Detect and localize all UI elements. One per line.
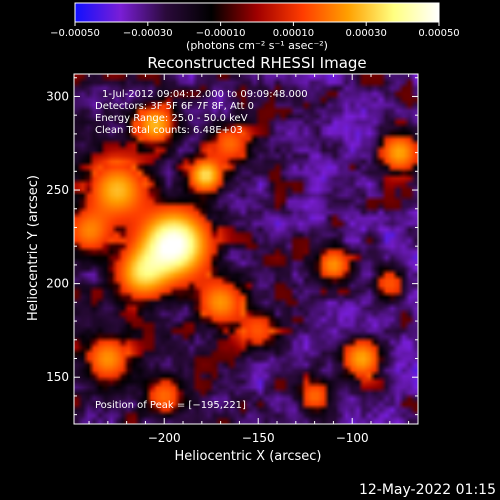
y-axis-label: Heliocentric Y (arcsec): [26, 175, 41, 321]
peak-position-label: Position of Peak = [−195,221]: [95, 400, 246, 411]
colorbar-tick-label: 0.00010: [273, 28, 314, 39]
y-axis: 150 200 250 300: [46, 77, 418, 416]
x-tick-label: −200: [148, 431, 181, 445]
colorbar-tick-label: 0.00050: [418, 28, 459, 39]
colorbar-tick-label: 0.00030: [346, 28, 387, 39]
colorbar-tick-label: −0.00010: [196, 28, 246, 39]
heatmap-image: [74, 74, 418, 424]
info-line: Clean Total counts: 6.48E+03: [95, 125, 243, 136]
chart-title: Reconstructed RHESSI Image: [147, 54, 366, 72]
y-tick-label: 300: [46, 89, 69, 103]
info-line: Detectors: 3F 5F 6F 7F 8F, Att 0: [95, 101, 254, 112]
plot-frame: [73, 73, 419, 425]
colorbar-tick-label: −0.00050: [50, 28, 100, 39]
x-axis-label: Heliocentric X (arcsec): [175, 449, 322, 464]
x-axis: −200 −150 −100: [88, 74, 410, 445]
info-line: 1-Jul-2012 09:04:12.000 to 09:09:48.000: [102, 89, 308, 100]
y-tick-label: 250: [46, 183, 69, 197]
x-tick-label: −100: [336, 431, 369, 445]
colorbar: −0.00050 −0.00030 −0.00010 0.00010 0.00030 0.…: [50, 2, 460, 52]
info-overlay: 1-Jul-2012 09:04:12.000 to 09:09:48.000D…: [95, 89, 308, 136]
info-line: Energy Range: 25.0 - 50.0 keV: [95, 113, 248, 124]
colorbar-unit-label: (photons cm⁻² s⁻¹ asec⁻²): [186, 39, 328, 52]
y-tick-label: 200: [46, 277, 69, 291]
footer-timestamp: 12-May-2022 01:15: [359, 482, 496, 498]
x-tick-label: −150: [242, 431, 275, 445]
colorbar-gradient: [74, 2, 440, 23]
colorbar-tick-label: −0.00030: [123, 28, 173, 39]
y-tick-label: 150: [46, 370, 69, 384]
colorbar-ticks: −0.00050 −0.00030 −0.00010 0.00010 0.00030 0.…: [50, 22, 460, 39]
